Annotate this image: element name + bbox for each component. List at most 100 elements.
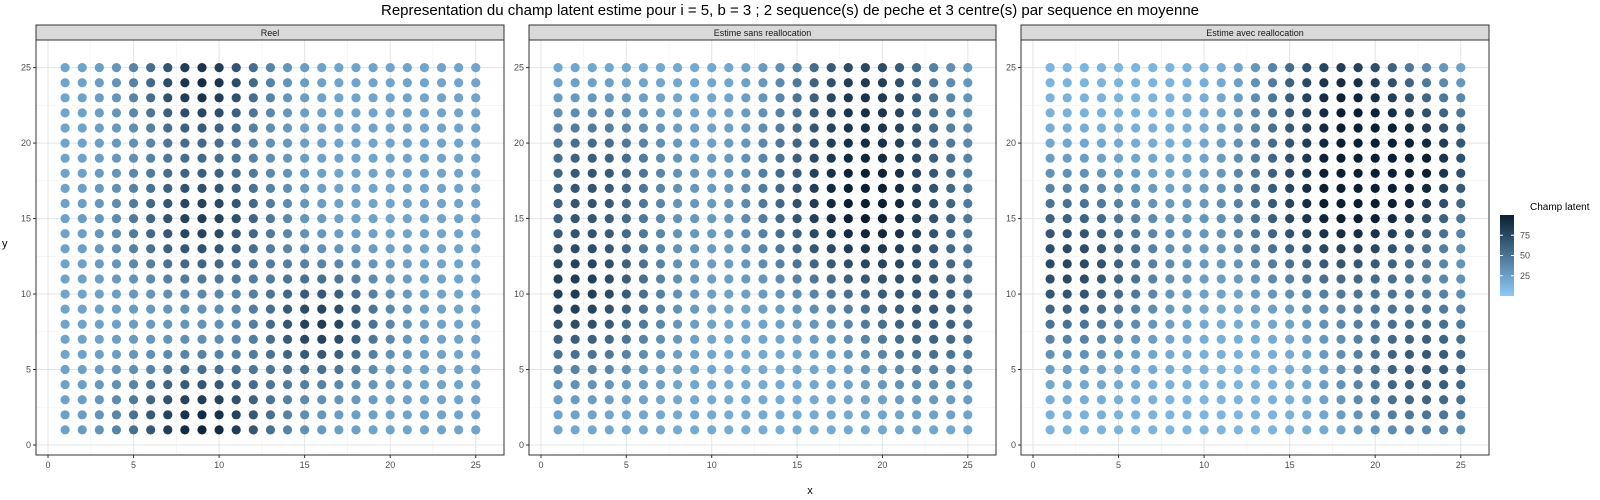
data-point xyxy=(1439,289,1449,299)
data-point xyxy=(741,319,751,329)
data-point xyxy=(587,244,597,254)
data-point xyxy=(163,183,173,193)
data-point xyxy=(1336,364,1346,375)
data-point xyxy=(570,198,580,209)
data-point xyxy=(402,198,412,209)
data-point xyxy=(570,153,580,163)
data-point xyxy=(792,123,802,133)
data-point xyxy=(1233,319,1243,329)
data-point xyxy=(214,304,224,314)
data-point xyxy=(894,244,905,254)
data-point xyxy=(231,78,241,88)
y-tick-label: 0 xyxy=(519,440,524,450)
data-point xyxy=(792,380,802,390)
data-point xyxy=(963,123,973,133)
data-point xyxy=(1216,93,1226,103)
data-point xyxy=(163,198,173,209)
data-point xyxy=(1199,425,1209,435)
data-point xyxy=(1285,319,1295,329)
data-point xyxy=(436,319,447,329)
data-point xyxy=(385,229,395,239)
data-point xyxy=(231,289,241,299)
data-point xyxy=(1456,108,1466,118)
data-point xyxy=(1302,304,1312,314)
data-point xyxy=(111,123,122,133)
data-point xyxy=(1285,304,1295,314)
data-point xyxy=(248,274,258,284)
data-point xyxy=(146,364,156,375)
data-point xyxy=(1113,380,1124,390)
data-point xyxy=(775,425,785,435)
data-point xyxy=(638,138,649,148)
data-point xyxy=(570,108,580,118)
facet-strip-label: Estime avec reallocation xyxy=(1206,28,1304,38)
data-point xyxy=(265,244,276,254)
data-point xyxy=(368,274,378,284)
data-point xyxy=(419,78,430,88)
data-point xyxy=(300,410,310,420)
data-point xyxy=(758,410,768,420)
data-point xyxy=(946,138,956,148)
data-point xyxy=(894,364,905,375)
data-point xyxy=(1182,304,1192,314)
data-point xyxy=(1148,289,1158,299)
data-point xyxy=(809,93,819,103)
data-point xyxy=(334,78,344,88)
data-point xyxy=(1216,319,1226,329)
data-point xyxy=(146,274,156,284)
data-point xyxy=(707,63,717,73)
data-point xyxy=(265,380,276,390)
data-point xyxy=(60,183,70,193)
data-point xyxy=(929,349,939,360)
data-point xyxy=(419,63,430,73)
data-point xyxy=(1216,274,1226,284)
data-point xyxy=(1045,168,1055,178)
data-point xyxy=(724,198,734,209)
data-point xyxy=(911,78,922,88)
data-point xyxy=(146,395,156,405)
data-point xyxy=(385,410,395,420)
data-point xyxy=(1045,410,1055,420)
data-point xyxy=(621,244,631,254)
data-point xyxy=(368,123,378,133)
data-point xyxy=(792,183,802,193)
data-point xyxy=(111,183,122,193)
data-point xyxy=(128,259,139,269)
data-point xyxy=(672,274,683,284)
data-point xyxy=(1045,334,1055,344)
data-point xyxy=(1439,138,1449,148)
data-point xyxy=(77,364,87,375)
data-point xyxy=(1148,274,1158,284)
data-point xyxy=(1336,349,1346,360)
data-point xyxy=(877,410,888,420)
data-point xyxy=(826,183,836,193)
data-point xyxy=(231,349,241,360)
data-point xyxy=(621,63,631,73)
data-point xyxy=(809,244,819,254)
data-point xyxy=(929,425,939,435)
data-point xyxy=(1062,425,1072,435)
data-point xyxy=(60,410,70,420)
data-point xyxy=(1319,274,1329,284)
data-point xyxy=(128,153,139,163)
data-point xyxy=(60,213,70,224)
data-point xyxy=(1285,138,1295,148)
data-point xyxy=(282,349,293,360)
data-point xyxy=(775,395,785,405)
data-point xyxy=(894,289,905,299)
data-point xyxy=(436,410,447,420)
data-point xyxy=(317,93,327,103)
data-point xyxy=(877,244,888,254)
data-point xyxy=(368,78,378,88)
data-point xyxy=(707,364,717,375)
data-point xyxy=(248,304,258,314)
data-point xyxy=(94,395,104,405)
data-point xyxy=(1062,198,1072,209)
data-point xyxy=(317,425,327,435)
data-point xyxy=(553,213,563,224)
data-point xyxy=(163,229,173,239)
data-point xyxy=(672,244,683,254)
legend-title: Champ latent xyxy=(1530,202,1590,213)
data-point xyxy=(792,349,802,360)
data-point xyxy=(929,168,939,178)
